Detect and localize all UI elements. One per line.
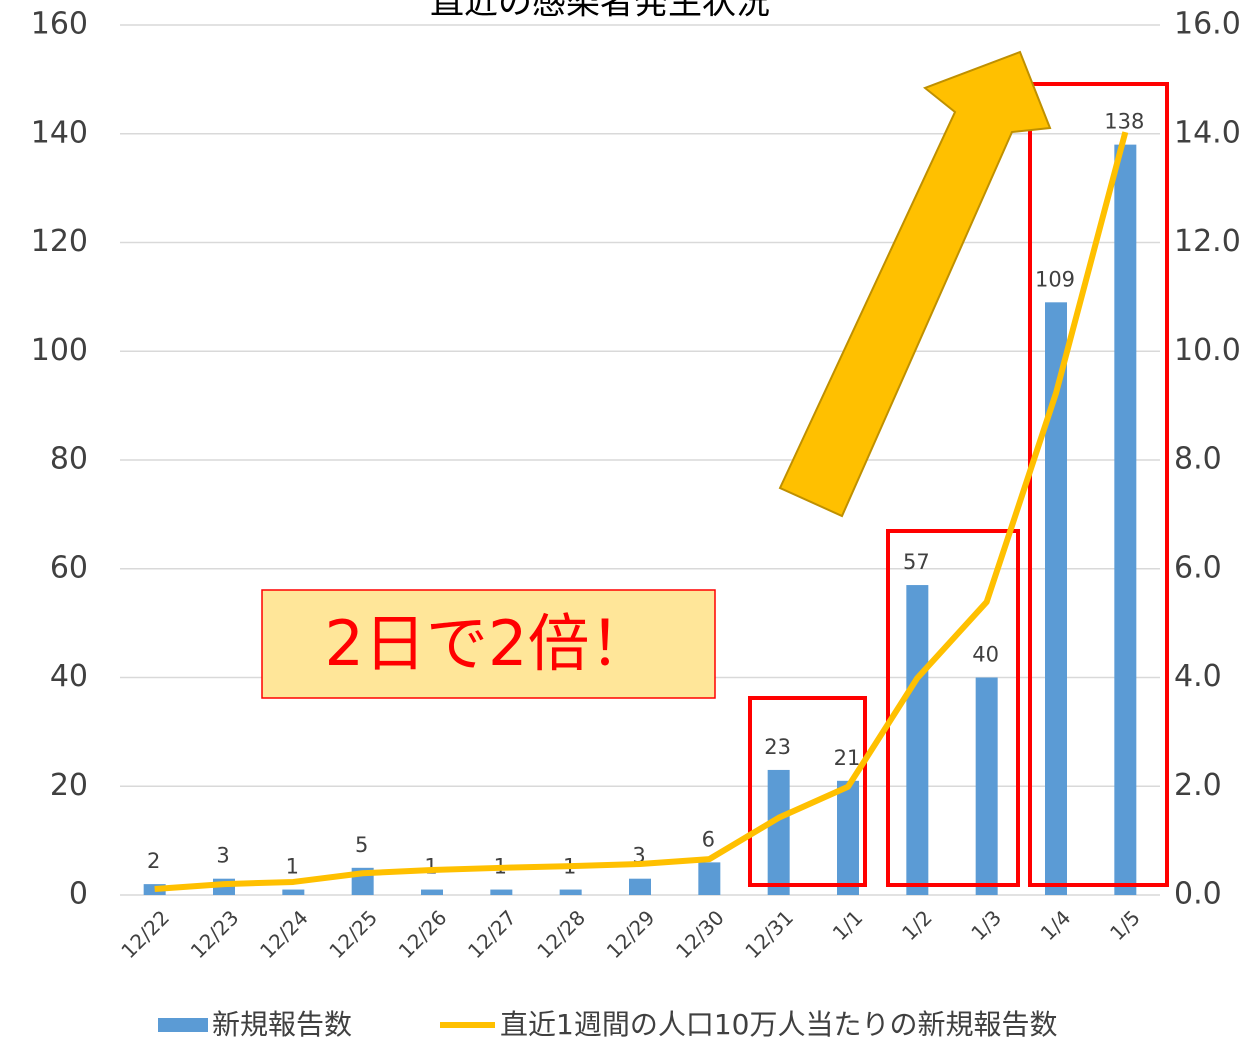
bar xyxy=(421,889,443,895)
y2-tick-label: 0.0 xyxy=(1174,877,1222,912)
x-tick-label: 1/3 xyxy=(966,905,1006,945)
x-tick-label: 12/31 xyxy=(740,905,798,963)
annotation: 2日で2倍！ xyxy=(325,607,652,680)
annotation-box xyxy=(261,589,716,699)
y-tick-label: 60 xyxy=(50,550,88,585)
bar xyxy=(1114,144,1137,895)
highlight-box xyxy=(1028,82,1169,887)
y-tick-label: 0 xyxy=(69,877,88,912)
bar xyxy=(1045,302,1067,895)
chart-title: 直近の感染者発生状況 xyxy=(430,0,770,23)
y2-tick-label: 4.0 xyxy=(1174,659,1222,694)
bar xyxy=(906,585,929,895)
y2-tick-label: 12.0 xyxy=(1174,224,1241,259)
data-label: 23 xyxy=(764,735,791,759)
legend-swatch xyxy=(158,1018,208,1032)
y2-tick-label: 8.0 xyxy=(1174,442,1222,477)
x-tick-label: 12/26 xyxy=(394,905,452,963)
y2-tick-label: 16.0 xyxy=(1174,7,1241,42)
x-tick-label: 12/29 xyxy=(602,905,660,963)
y-tick-label: 80 xyxy=(50,442,88,477)
line xyxy=(154,131,1129,893)
bar xyxy=(698,862,721,895)
y-tick-label: 40 xyxy=(50,659,88,694)
x-tick-label: 12/22 xyxy=(116,905,174,963)
bar xyxy=(143,884,166,895)
y-tick-label: 140 xyxy=(31,115,88,150)
bar xyxy=(629,878,651,895)
x-tick-label: 1/1 xyxy=(828,905,868,945)
x-tick-label: 12/27 xyxy=(463,905,521,963)
y-tick-label: 120 xyxy=(31,224,88,259)
x-tick-label: 1/4 xyxy=(1036,905,1076,945)
x-tick-label: 12/24 xyxy=(255,905,313,963)
data-label: 21 xyxy=(834,746,861,770)
x-tick-label: 1/5 xyxy=(1105,905,1145,945)
x-tick-label: 12/30 xyxy=(671,905,729,963)
y-tick-label: 160 xyxy=(31,7,88,42)
data-label: 6 xyxy=(702,827,715,851)
y2-tick-label: 14.0 xyxy=(1174,115,1241,150)
data-label: 2 xyxy=(147,849,160,873)
data-label: 1 xyxy=(286,855,299,879)
x-tick-label: 12/28 xyxy=(532,905,590,963)
data-label: 1 xyxy=(424,855,437,879)
y2-tick-label: 2.0 xyxy=(1174,768,1222,803)
bar xyxy=(490,889,513,895)
y-tick-label: 20 xyxy=(50,768,88,803)
data-label: 109 xyxy=(1035,267,1075,291)
x-tick-label: 1/2 xyxy=(897,905,937,945)
data-label: 40 xyxy=(972,643,999,667)
x-tick-label: 12/25 xyxy=(324,905,382,963)
y2-tick-label: 10.0 xyxy=(1174,333,1241,368)
bar xyxy=(767,769,790,895)
y2-tick-label: 6.0 xyxy=(1174,550,1222,585)
bar xyxy=(975,677,998,895)
legend-label: 直近1週間の人口10万人当たりの新規報告数 xyxy=(500,1008,1057,1041)
data-label: 3 xyxy=(216,844,229,868)
data-label: 57 xyxy=(903,550,930,574)
data-label: 138 xyxy=(1104,110,1144,134)
x-tick-label: 12/23 xyxy=(186,905,244,963)
legend-label: 新規報告数 xyxy=(212,1008,352,1041)
bar xyxy=(559,889,582,895)
highlight-box xyxy=(886,529,1020,887)
highlight-box xyxy=(748,696,867,887)
bar xyxy=(837,780,859,895)
data-label: 5 xyxy=(355,833,368,857)
arrow xyxy=(778,50,1052,518)
y-tick-label: 100 xyxy=(31,333,88,368)
bar xyxy=(282,889,305,895)
